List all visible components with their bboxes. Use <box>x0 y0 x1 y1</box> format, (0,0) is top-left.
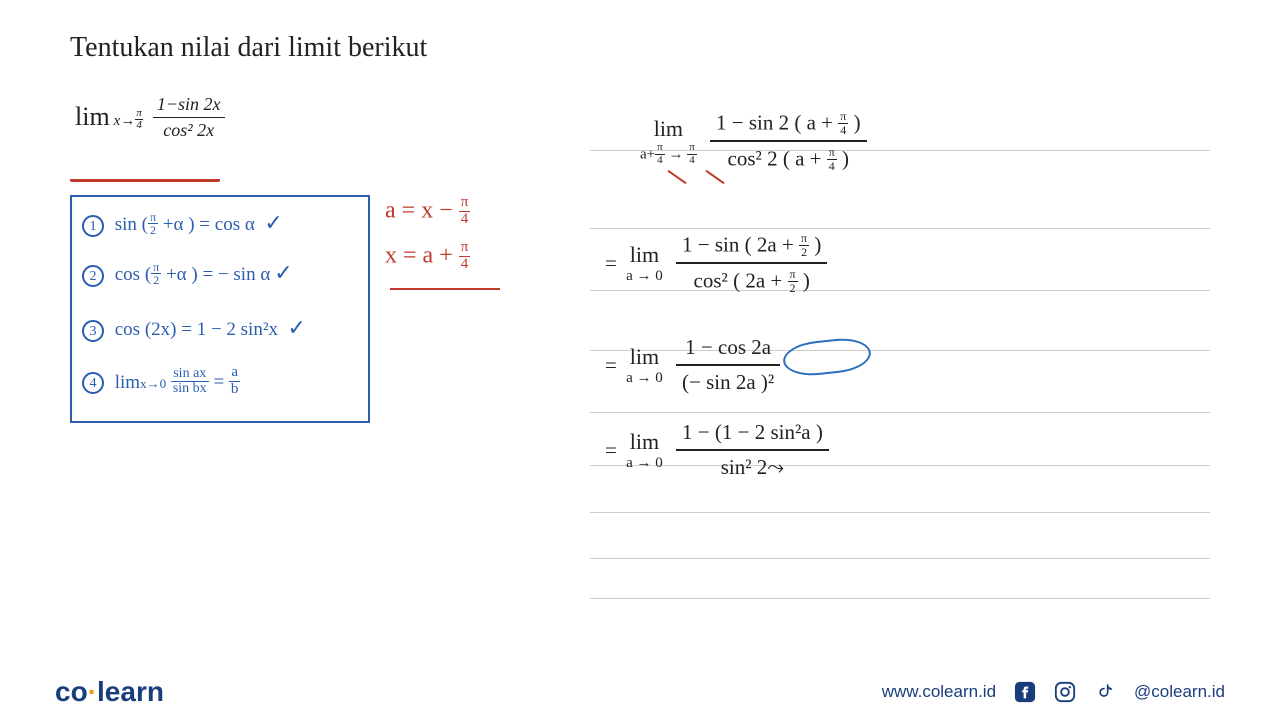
check-icon: ✓ <box>274 260 292 285</box>
page-title: Tentukan nilai dari limit berikut <box>70 32 427 64</box>
footer: co·learn www.colearn.id @colearn.id <box>0 664 1280 720</box>
work-step-3: = lima → 0 1 − cos 2a (− sin 2a )² <box>605 335 780 395</box>
identity-1: 1 sin (π2 +α ) = cos α ✓ <box>82 210 283 237</box>
brand-logo: co·learn <box>55 676 164 708</box>
identity-3: 3 cos (2x) = 1 − 2 sin²x ✓ <box>82 315 306 342</box>
instagram-icon <box>1054 681 1076 703</box>
substitution-line-2: x = a + π4 <box>385 240 470 273</box>
print-denominator: cos² 2x <box>153 118 225 141</box>
footer-url: www.colearn.id <box>882 682 996 702</box>
substitution-line-1: a = x − π4 <box>385 195 470 228</box>
identity-2: 2 cos (π2 +α ) = − sin α✓ <box>82 260 293 287</box>
print-numerator: 1−sin 2x <box>153 94 225 118</box>
lim-word: lim <box>75 102 110 131</box>
circle-highlight-icon <box>781 335 872 378</box>
red-underline-icon <box>70 176 220 182</box>
work-step-2: = lima → 0 1 − sin ( 2a + π2 ) cos² ( 2a… <box>605 232 827 294</box>
work-step-1: lim a+π4 → π4 1 − sin 2 ( a + π4 ) cos² … <box>640 110 867 172</box>
tiktok-icon <box>1094 681 1116 703</box>
identity-4: 4 limx→0 sin axsin bx = ab <box>82 365 240 398</box>
facebook-icon <box>1014 681 1036 703</box>
footer-handle: @colearn.id <box>1134 682 1225 702</box>
work-step-4: = lima → 0 1 − (1 − 2 sin²a ) sin² 2⤳ <box>605 420 829 480</box>
approach-var: x→ <box>114 113 136 129</box>
red-underline-2-icon <box>390 288 500 290</box>
printed-limit: lim x→π4 1−sin 2x cos² 2x <box>75 94 225 141</box>
check-icon: ✓ <box>282 315 306 340</box>
check-icon: ✓ <box>259 210 283 235</box>
